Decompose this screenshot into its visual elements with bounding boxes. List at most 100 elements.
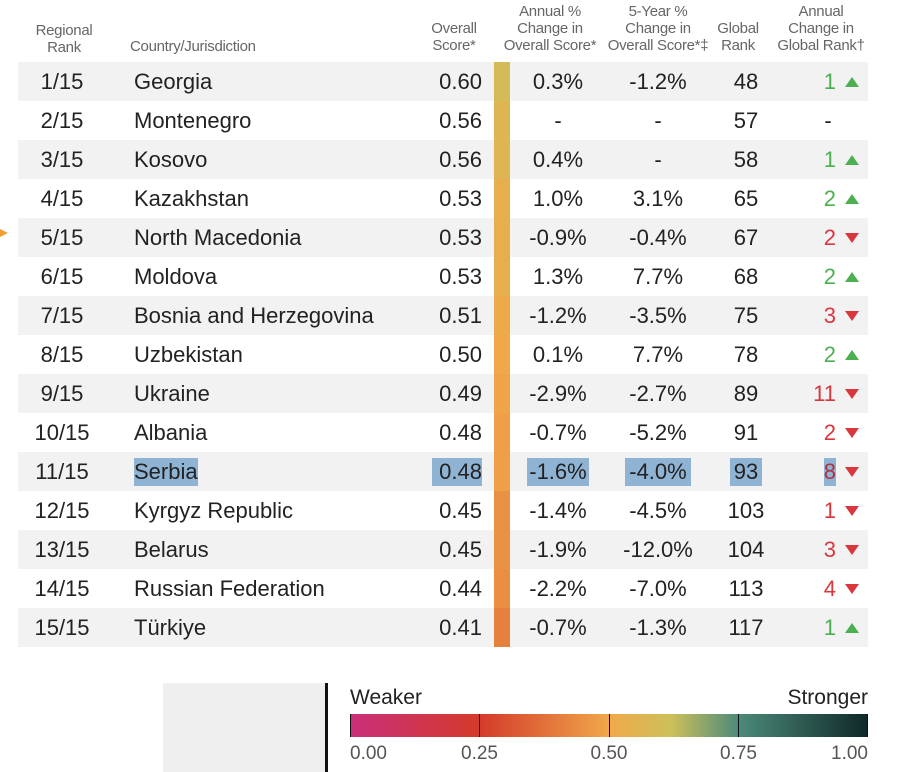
annual-change: -0.7% — [529, 420, 587, 445]
overall-score: 0.49 — [439, 381, 482, 406]
overall-score: 0.44 — [439, 576, 482, 601]
legend-low-label: Weaker — [350, 686, 422, 709]
arrow-shape — [845, 233, 859, 243]
rank-change: 8 — [823, 458, 836, 486]
annual-change: 0.1% — [532, 342, 584, 367]
country: Türkiye — [134, 615, 207, 640]
arrow-down — [845, 467, 859, 477]
regional-rank: 2/15 — [40, 108, 84, 133]
country: Bosnia and Herzegovina — [134, 303, 374, 328]
regional-rank: 9/15 — [40, 381, 84, 406]
annual-change: -0.9% — [529, 225, 587, 250]
column-header: Annual % Change in Overall Score* — [503, 3, 597, 54]
arrow-shape — [845, 428, 859, 438]
annual-change: -1.9% — [529, 537, 587, 562]
row-background — [18, 62, 868, 101]
legend-tick-label: 0.25 — [461, 743, 498, 764]
legend-tick — [608, 714, 610, 737]
row-background — [18, 608, 868, 647]
global-rank: 91 — [733, 420, 759, 445]
legend-tick-label: 0.75 — [720, 743, 757, 764]
country: Ukraine — [134, 381, 210, 406]
legend-tick — [349, 714, 351, 737]
row-background — [18, 569, 868, 608]
global-rank: 93 — [730, 458, 762, 486]
arrow-up — [845, 194, 859, 204]
overall-score: 0.48 — [432, 458, 482, 486]
arrow-down — [845, 545, 859, 555]
overall-score: 0.41 — [439, 615, 482, 640]
score-swatch — [494, 218, 510, 257]
row-background — [18, 491, 868, 530]
row-background — [18, 413, 868, 452]
arrow-shape — [845, 623, 859, 633]
score-swatch — [494, 296, 510, 335]
score-swatch — [494, 374, 510, 413]
five-year-change: 7.7% — [632, 342, 684, 367]
country: Russian Federation — [134, 576, 325, 601]
five-year-change: -1.2% — [629, 69, 687, 94]
rank-change: - — [824, 108, 832, 133]
arrow-shape — [845, 584, 859, 594]
annual-change: - — [554, 108, 562, 133]
overall-score: 0.53 — [439, 264, 482, 289]
regional-rank: 3/15 — [40, 147, 84, 172]
annual-change: -0.7% — [529, 615, 587, 640]
global-rank: 65 — [733, 186, 759, 211]
row-background — [18, 530, 868, 569]
legend-tick-label: 0.00 — [350, 743, 387, 764]
overall-score: 0.51 — [439, 303, 482, 328]
global-rank: 57 — [733, 108, 759, 133]
rank-change: 2 — [823, 225, 836, 250]
legend-tick-label: 0.50 — [590, 743, 628, 764]
country: Kazakhstan — [134, 186, 249, 211]
arrow-shape — [845, 545, 859, 555]
annual-change: -2.2% — [529, 576, 587, 601]
regional-rank: 1/15 — [40, 69, 84, 94]
column-header: 5-Year % Change in Overall Score*‡ — [607, 3, 709, 54]
row-background — [18, 218, 868, 257]
country: Montenegro — [134, 108, 252, 133]
five-year-change: -5.2% — [629, 420, 687, 445]
rank-change: 1 — [823, 147, 836, 172]
rank-change: 11 — [813, 381, 836, 406]
regional-rank: 13/15 — [34, 537, 90, 562]
global-rank: 48 — [733, 69, 759, 94]
annual-change: -2.9% — [529, 381, 587, 406]
five-year-change: -2.7% — [629, 381, 687, 406]
country: Moldova — [134, 264, 218, 289]
annual-change: 0.4% — [532, 147, 584, 172]
legend-high-label: Stronger — [787, 686, 868, 709]
overall-score: 0.45 — [439, 537, 482, 562]
rank-change: 1 — [823, 615, 836, 640]
rank-change: 4 — [823, 576, 836, 601]
country: Belarus — [134, 537, 209, 562]
overall-score: 0.60 — [439, 69, 482, 94]
global-rank: 75 — [733, 303, 759, 328]
five-year-change: -4.0% — [625, 458, 691, 486]
legend-divider — [325, 683, 328, 772]
annual-change: -1.4% — [529, 498, 587, 523]
legend-tick — [866, 714, 868, 737]
overall-score: 0.56 — [439, 108, 482, 133]
five-year-change: - — [654, 108, 662, 133]
regional-rank: 7/15 — [40, 303, 84, 328]
arrow-down — [845, 311, 859, 321]
five-year-change: -4.5% — [629, 498, 687, 523]
global-rank: 104 — [727, 537, 765, 562]
arrow-shape — [845, 311, 859, 321]
arrow-up — [845, 350, 859, 360]
arrow-shape — [845, 155, 859, 165]
score-swatch — [494, 491, 510, 530]
score-swatch — [494, 452, 510, 491]
rank-change: 2 — [823, 186, 836, 211]
global-rank: 68 — [733, 264, 759, 289]
country: Albania — [134, 420, 208, 445]
country: North Macedonia — [134, 225, 302, 250]
overall-score: 0.50 — [439, 342, 482, 367]
annual-change: -1.6% — [527, 458, 589, 486]
country: Kyrgyz Republic — [134, 498, 293, 523]
rank-change: 2 — [823, 264, 836, 289]
rank-change: 3 — [823, 303, 836, 328]
five-year-change: -1.3% — [629, 615, 687, 640]
